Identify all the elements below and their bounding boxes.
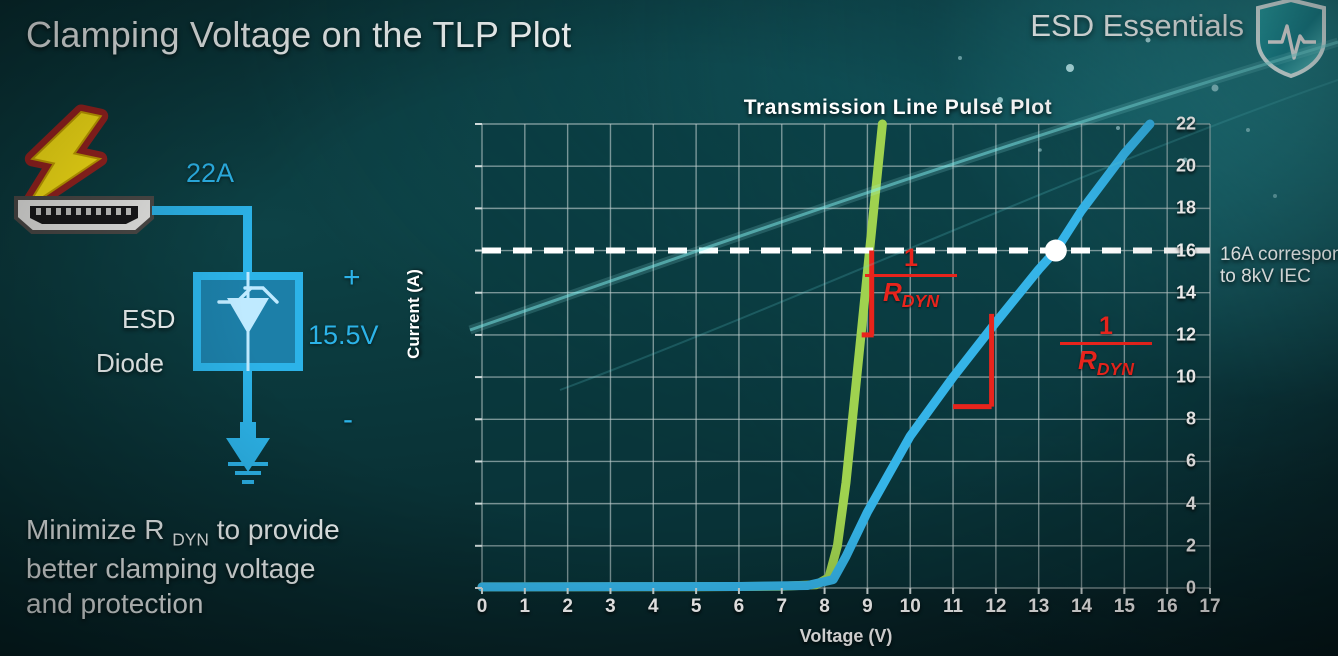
ground-symbol-icon [228,462,268,484]
caption-line-3: and protection [26,588,204,620]
x-axis-label: Voltage (V) [799,626,893,646]
x-tick-label: 10 [899,596,921,617]
marker-callout-annotation: 16A corresponds to 8kV IEC [1220,244,1338,289]
x-tick-label: 12 [985,596,1007,617]
polarity-minus-label: - [343,403,353,436]
frac-numerator: 1 [1099,312,1113,340]
page-title: Clamping Voltage on the TLP Plot [26,14,572,55]
wire-horizontal [152,206,252,215]
wire-vertical-bottom [243,370,252,430]
callout-line-1: 16A corresponds [1220,244,1338,265]
x-tick-label: 16 [1156,596,1178,617]
x-tick-label: 4 [647,596,659,617]
surge-current-label: 22A [186,158,235,188]
data-point-marker [1044,239,1067,262]
clamp-voltage-label: 15.5V [308,320,379,350]
frac-numerator: 1 [904,244,918,272]
x-tick-label: 8 [819,596,830,617]
y-tick-label: 2 [1185,535,1196,556]
caption-line-1: Minimize R DYN to provide [26,512,446,551]
y-tick-label: 8 [1185,408,1196,429]
y-tick-label: 20 [1175,155,1196,176]
x-tick-label: 6 [733,596,745,617]
x-tick-label: 15 [1113,596,1135,617]
caption-line1-pre: Minimize R [26,514,165,545]
callout-line-2: to 8kV IEC [1220,266,1311,288]
x-tick-label: 14 [1070,596,1093,617]
x-tick-label: 3 [605,596,616,617]
frac-denominator: RDYN [882,277,940,312]
wire-vertical-top [243,206,252,274]
component-label-line2: Diode [96,348,164,378]
component-label-line1: ESD [122,304,176,334]
tvs-diode-icon [217,272,279,371]
y-tick-label: 18 [1175,197,1196,218]
slope-label-steep: 1 RDYN [865,244,957,312]
x-tick-label: 0 [476,596,488,617]
y-tick-label: 16 [1175,240,1196,261]
x-tick-label: 2 [562,596,573,617]
frac-denominator: RDYN [1077,345,1135,380]
esd-protection-diagram: 22A 15.5V + - ESD Diode [0,96,430,516]
caption-line1-sub: DYN [172,529,209,550]
y-tick-label: 4 [1185,493,1196,514]
chart-title: Transmission Line Pulse Plot [743,96,1053,119]
x-tick-label: 1 [519,596,531,617]
x-tick-label: 9 [862,596,873,617]
y-tick-label: 6 [1185,450,1196,471]
y-axis-label: Current (A) [404,269,423,359]
y-tick-label: 10 [1175,366,1196,387]
x-tick-label: 11 [943,596,964,617]
current-arrow-icon [226,422,270,472]
frac-bar [1060,342,1152,345]
y-tick-label: 14 [1175,282,1196,303]
polarity-plus-label: + [343,261,361,294]
x-tick-label: 5 [690,596,702,617]
shield-heartbeat-icon [1256,0,1326,79]
caption-line1-post: to provide [216,514,340,545]
series-line [477,119,1155,592]
slope-label-shallow: 1 RDYN [1060,312,1152,380]
x-tick-label: 13 [1028,596,1050,617]
y-tick-label: 0 [1185,577,1196,598]
tlp-chart: Transmission Line Pulse Plot Current (A)… [404,92,1338,656]
hdmi-connector-icon [14,196,154,234]
lightning-bolt-icon [18,104,109,217]
caption-text: Minimize R DYN to provide better clampin… [26,512,446,622]
y-tick-label: 12 [1175,324,1196,345]
brand-label: ESD Essentials [1030,8,1244,43]
x-tick-label: 7 [776,596,788,617]
caption-line-2: better clamping voltage [26,552,316,584]
series-line [477,119,887,592]
y-tick-label: 22 [1175,113,1196,134]
x-tick-label: 17 [1199,596,1221,617]
